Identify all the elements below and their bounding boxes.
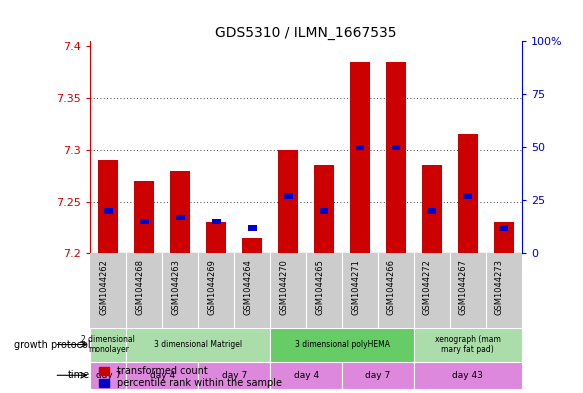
Bar xyxy=(104,208,113,213)
FancyBboxPatch shape xyxy=(90,328,127,362)
Bar xyxy=(278,150,298,253)
Bar xyxy=(140,219,149,224)
FancyBboxPatch shape xyxy=(342,362,414,389)
Text: day 7: day 7 xyxy=(366,371,391,380)
Text: GSM1044263: GSM1044263 xyxy=(171,259,180,315)
Text: GSM1044268: GSM1044268 xyxy=(135,259,144,315)
Text: GSM1044269: GSM1044269 xyxy=(207,259,216,315)
Text: xenograph (mam
mary fat pad): xenograph (mam mary fat pad) xyxy=(435,335,501,354)
FancyBboxPatch shape xyxy=(270,362,342,389)
Bar xyxy=(319,208,328,213)
Title: GDS5310 / ILMN_1667535: GDS5310 / ILMN_1667535 xyxy=(215,26,397,40)
Text: 3 dimensional polyHEMA: 3 dimensional polyHEMA xyxy=(294,340,389,349)
Text: GSM1044265: GSM1044265 xyxy=(315,259,324,315)
FancyBboxPatch shape xyxy=(414,362,522,389)
Bar xyxy=(243,238,262,253)
Text: day 7: day 7 xyxy=(96,371,121,380)
Text: 2 dimensional
monolayer: 2 dimensional monolayer xyxy=(82,335,135,354)
Bar xyxy=(458,134,477,253)
Text: GSM1044262: GSM1044262 xyxy=(99,259,108,315)
Bar xyxy=(284,193,293,199)
Text: day 4: day 4 xyxy=(293,371,319,380)
FancyBboxPatch shape xyxy=(127,362,198,389)
FancyBboxPatch shape xyxy=(90,253,522,328)
Text: growth protocol: growth protocol xyxy=(14,340,90,349)
Text: 3 dimensional Matrigel: 3 dimensional Matrigel xyxy=(154,340,243,349)
FancyBboxPatch shape xyxy=(198,362,270,389)
Bar xyxy=(212,219,220,224)
Text: GSM1044266: GSM1044266 xyxy=(387,259,396,315)
Text: GSM1044267: GSM1044267 xyxy=(459,259,468,315)
Text: day 4: day 4 xyxy=(150,371,175,380)
Bar xyxy=(135,181,154,253)
Bar xyxy=(422,165,442,253)
FancyBboxPatch shape xyxy=(414,328,522,362)
Bar xyxy=(392,145,401,150)
Text: GSM1044270: GSM1044270 xyxy=(279,259,288,315)
Text: GSM1044264: GSM1044264 xyxy=(243,259,252,315)
Text: GSM1044271: GSM1044271 xyxy=(351,259,360,315)
FancyBboxPatch shape xyxy=(90,362,127,389)
Bar xyxy=(170,171,190,253)
Bar xyxy=(494,222,514,253)
FancyBboxPatch shape xyxy=(270,328,414,362)
Text: day 43: day 43 xyxy=(452,371,483,380)
Bar xyxy=(356,145,364,150)
Bar xyxy=(500,225,508,231)
Bar xyxy=(248,225,257,231)
Text: GSM1044273: GSM1044273 xyxy=(495,259,504,315)
Bar xyxy=(206,222,226,253)
Legend: transformed count, percentile rank within the sample: transformed count, percentile rank withi… xyxy=(95,362,286,392)
FancyBboxPatch shape xyxy=(127,328,270,362)
Text: GSM1044272: GSM1044272 xyxy=(423,259,432,315)
Text: time: time xyxy=(68,370,90,380)
Bar xyxy=(386,62,406,253)
Bar xyxy=(314,165,334,253)
Bar xyxy=(427,208,436,213)
Bar xyxy=(463,193,472,199)
Bar xyxy=(176,215,185,220)
Bar xyxy=(99,160,118,253)
Text: day 7: day 7 xyxy=(222,371,247,380)
Bar xyxy=(350,62,370,253)
